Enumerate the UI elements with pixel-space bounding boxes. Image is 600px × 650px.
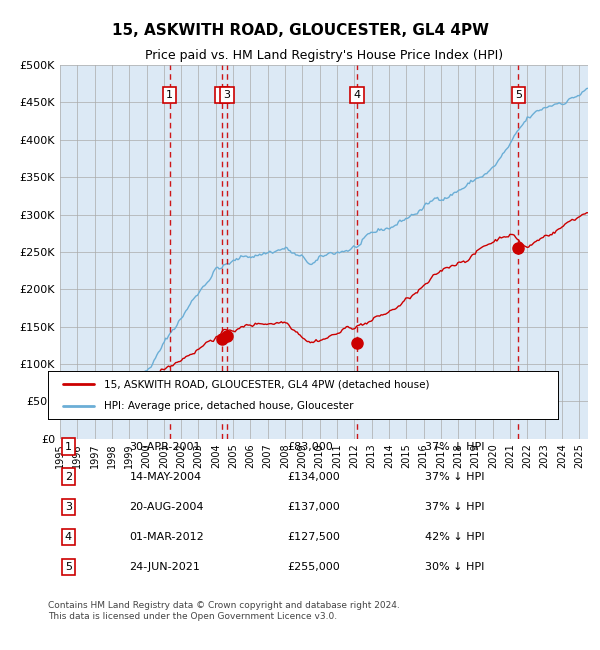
Title: Price paid vs. HM Land Registry's House Price Index (HPI): Price paid vs. HM Land Registry's House … (145, 49, 503, 62)
Text: 15, ASKWITH ROAD, GLOUCESTER, GL4 4PW: 15, ASKWITH ROAD, GLOUCESTER, GL4 4PW (112, 23, 488, 38)
Text: 2: 2 (218, 90, 226, 100)
Text: 37% ↓ HPI: 37% ↓ HPI (425, 472, 485, 482)
Text: 01-MAR-2012: 01-MAR-2012 (130, 532, 205, 542)
Text: 20-AUG-2004: 20-AUG-2004 (130, 502, 204, 512)
Text: £127,500: £127,500 (288, 532, 341, 542)
Text: HPI: Average price, detached house, Gloucester: HPI: Average price, detached house, Glou… (104, 400, 353, 411)
Text: 14-MAY-2004: 14-MAY-2004 (130, 472, 202, 482)
Text: Contains HM Land Registry data © Crown copyright and database right 2024.
This d: Contains HM Land Registry data © Crown c… (48, 601, 400, 621)
Text: 30-APR-2001: 30-APR-2001 (130, 442, 201, 452)
Text: 1: 1 (166, 90, 173, 100)
Text: 3: 3 (223, 90, 230, 100)
Text: 5: 5 (65, 562, 72, 572)
Text: 42% ↓ HPI: 42% ↓ HPI (425, 532, 485, 542)
Text: £255,000: £255,000 (288, 562, 340, 572)
Text: 37% ↓ HPI: 37% ↓ HPI (425, 502, 485, 512)
Text: 30% ↓ HPI: 30% ↓ HPI (425, 562, 485, 572)
Text: 1: 1 (65, 442, 72, 452)
Text: 2: 2 (65, 472, 72, 482)
Text: 5: 5 (515, 90, 522, 100)
Text: 24-JUN-2021: 24-JUN-2021 (130, 562, 200, 572)
Text: £83,000: £83,000 (288, 442, 334, 452)
Text: 15, ASKWITH ROAD, GLOUCESTER, GL4 4PW (detached house): 15, ASKWITH ROAD, GLOUCESTER, GL4 4PW (d… (104, 379, 430, 389)
Text: 4: 4 (65, 532, 72, 542)
Text: £137,000: £137,000 (288, 502, 340, 512)
Text: 4: 4 (353, 90, 361, 100)
Text: 37% ↓ HPI: 37% ↓ HPI (425, 442, 485, 452)
Text: £134,000: £134,000 (288, 472, 340, 482)
Text: 3: 3 (65, 502, 72, 512)
